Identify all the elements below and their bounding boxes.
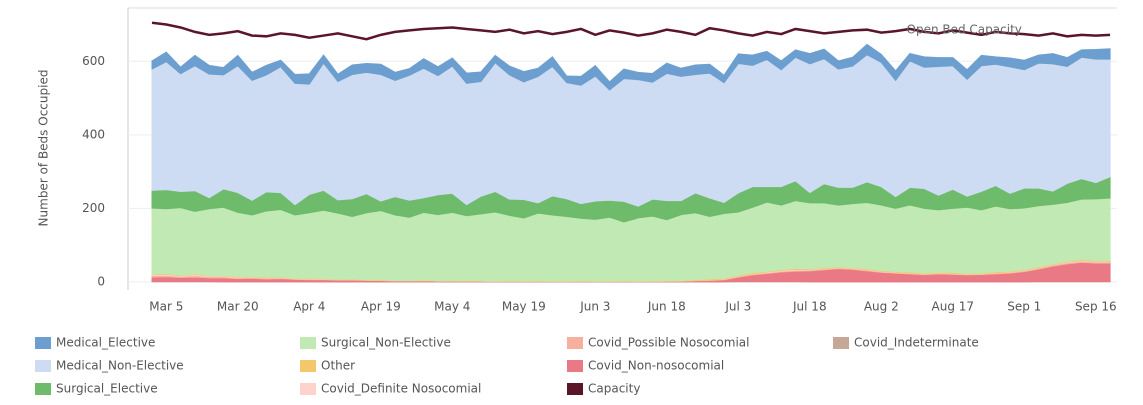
y-tick-label: 200 (82, 201, 105, 215)
x-tick-label: May 4 (434, 300, 470, 314)
x-tick-label: Aug 2 (864, 300, 899, 314)
x-tick-label: Mar 5 (149, 300, 183, 314)
x-tick-label: Jul 18 (792, 300, 827, 314)
x-tick-label: Sep 16 (1075, 300, 1117, 314)
legend-label: Other (321, 359, 355, 373)
x-tick-label: Apr 4 (293, 300, 325, 314)
legend-label: Surgical_Non-Elective (321, 336, 451, 350)
legend-swatch (35, 360, 51, 372)
legend-swatch (35, 337, 51, 349)
x-tick-label: Jun 3 (579, 300, 610, 314)
plot (128, 23, 1117, 282)
legend-swatch (35, 383, 51, 395)
legend-swatch (567, 337, 583, 349)
legend-label: Covid_Non-nosocomial (588, 359, 724, 373)
legend-label: Medical_Non-Elective (56, 359, 184, 373)
y-axis-label: Number of Beds Occupied (37, 70, 51, 227)
legend-label: Surgical_Elective (56, 382, 158, 396)
x-tick-label: Aug 17 (932, 300, 975, 314)
legend-label: Covid_Definite Nosocomial (321, 382, 481, 396)
y-tick-label: 400 (82, 127, 105, 141)
legend-swatch (567, 360, 583, 372)
x-tick-label: Sep 1 (1007, 300, 1041, 314)
x-tick-label: May 19 (502, 300, 546, 314)
x-tick-label: Apr 19 (361, 300, 401, 314)
legend-label: Covid_Indeterminate (854, 336, 979, 350)
legend-label: Covid_Possible Nosocomial (588, 336, 749, 350)
y-tick-label: 0 (97, 274, 105, 288)
legend-swatch (300, 337, 316, 349)
legend-swatch (567, 383, 583, 395)
x-tick-label: Mar 20 (217, 300, 259, 314)
legend-label: Medical_Elective (56, 336, 155, 350)
annotation: Open Bed Capacity (907, 22, 1022, 36)
y-tick-label: 600 (82, 54, 105, 68)
legend-swatch (833, 337, 849, 349)
legend-swatch (300, 360, 316, 372)
x-tick-label: Jun 18 (647, 300, 686, 314)
legend-label: Capacity (588, 382, 640, 396)
x-tick-label: Jul 3 (724, 300, 751, 314)
legend-swatch (300, 383, 316, 395)
